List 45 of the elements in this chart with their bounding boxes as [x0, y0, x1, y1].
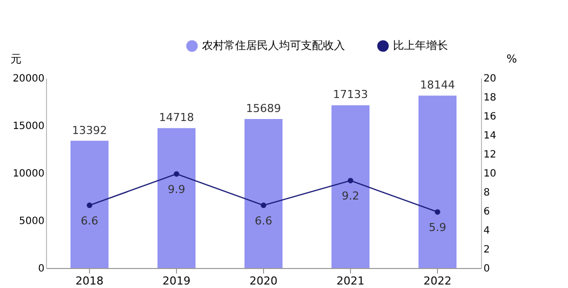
y2-tick-label: 2 — [484, 244, 490, 256]
y2-tick-label: 4 — [484, 226, 490, 236]
data-label: 14718 — [159, 111, 194, 124]
x-tick-label: 2018 — [76, 274, 104, 288]
data-label: 15689 — [246, 102, 281, 115]
y-axis-title: 元 — [10, 52, 22, 66]
y2-tick-label: 20 — [484, 74, 496, 84]
y2-tick-label: 6 — [484, 206, 490, 218]
point — [174, 171, 180, 177]
legend-label: 比上年增长 — [393, 39, 448, 52]
x-tick-label: 2019 — [162, 274, 190, 288]
y2-tick-label: 0 — [484, 264, 490, 274]
bar — [418, 96, 456, 268]
y2-tick-label: 18 — [484, 92, 496, 104]
y2-tick-label: 10 — [484, 168, 496, 180]
legend-label: 农村常住居民人均可支配收入 — [202, 39, 345, 52]
data-label: 6.6 — [80, 214, 98, 228]
data-label: 17133 — [333, 88, 368, 102]
y2-tick-label: 16 — [484, 112, 496, 122]
bar — [70, 140, 108, 268]
y-tick-label: 15000 — [12, 121, 44, 132]
bar — [244, 118, 282, 268]
y2-tick-label: 14 — [484, 130, 496, 142]
point — [260, 202, 266, 208]
point — [86, 202, 92, 208]
data-label: 9.9 — [168, 182, 186, 196]
data-label: 9.2 — [342, 190, 360, 203]
y-tick-label: 5000 — [19, 216, 44, 227]
x-tick-label: 2022 — [424, 274, 452, 288]
data-label: 6.6 — [254, 214, 272, 228]
x-tick-label: 2021 — [336, 274, 364, 288]
y-tick-label: 0 — [38, 264, 44, 274]
point — [434, 209, 440, 215]
y2-axis-title: % — [506, 52, 517, 66]
point — [348, 178, 354, 184]
data-label: 13392 — [72, 124, 107, 137]
bar — [332, 105, 370, 268]
data-label: 5.9 — [428, 220, 446, 234]
y2-tick-label: 8 — [484, 188, 490, 198]
bar — [158, 128, 196, 268]
x-tick-label: 2020 — [250, 274, 278, 288]
y-tick-label: 20000 — [12, 74, 44, 84]
y2-tick-label: 12 — [484, 150, 496, 160]
y-tick-label: 10000 — [12, 168, 44, 180]
data-label: 18144 — [420, 78, 455, 92]
